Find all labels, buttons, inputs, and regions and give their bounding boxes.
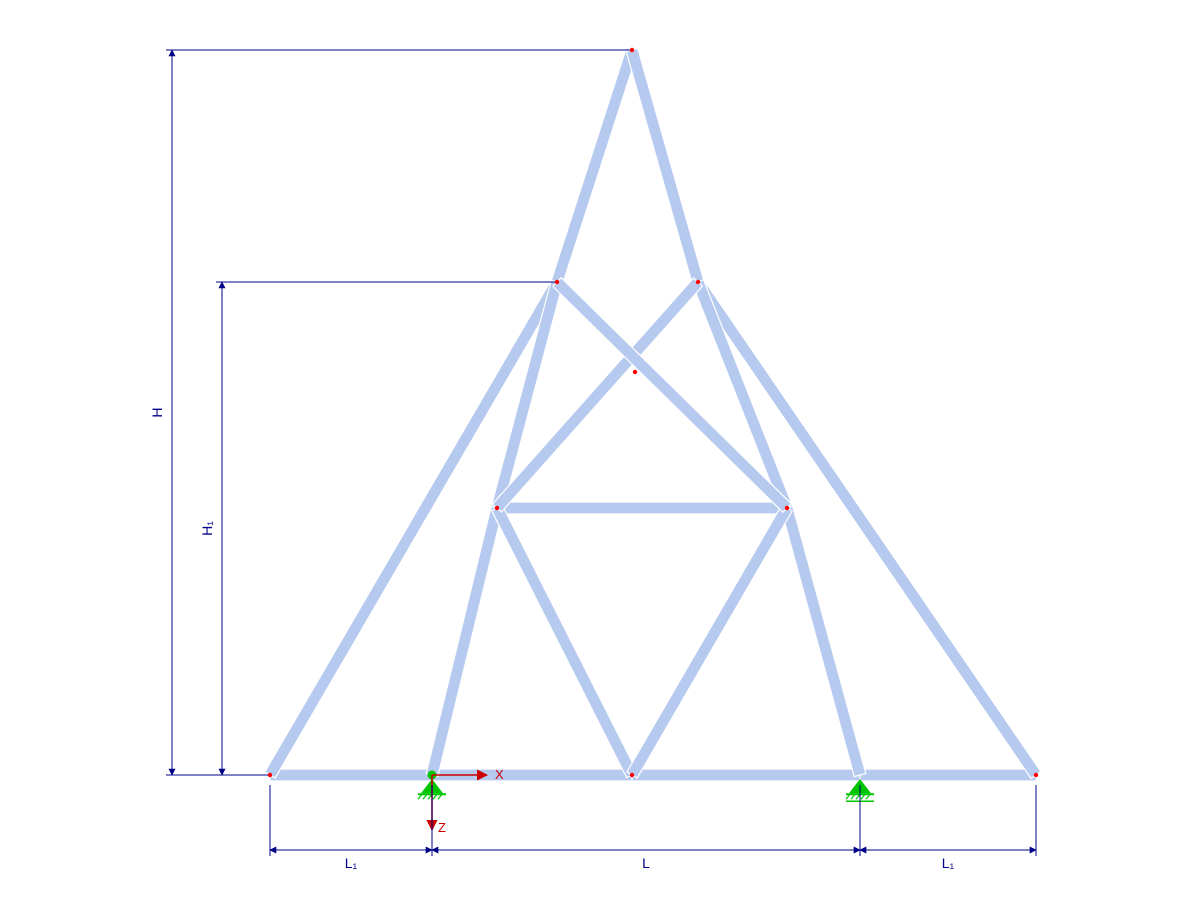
node-point [555,280,559,284]
node-point [495,506,499,510]
supports [418,779,874,801]
member [626,48,704,283]
member [627,505,792,778]
member [426,507,503,777]
member [265,279,562,778]
member [781,506,866,776]
node-point [633,370,637,374]
dimension-label: H₁ [199,521,215,536]
z-axis-label: Z [438,820,446,835]
nodes [268,48,1038,777]
dimension-label: L₁ [942,855,955,871]
member [492,505,638,777]
node-point [1034,773,1038,777]
node-point [696,280,700,284]
members [265,48,1041,781]
truss-diagram: X Z L₁ L L₁ H H₁ [0,0,1200,900]
node-point [785,506,789,510]
dimension-label: L₁ [345,855,358,871]
x-axis-label: X [495,767,504,782]
node-point [630,48,634,52]
member [551,48,637,284]
node-point [630,773,634,777]
dimension-label: H [149,407,165,417]
member [860,769,1036,781]
dimension-label: L [642,855,650,871]
member [693,279,1041,779]
member [270,769,432,781]
member [632,769,860,781]
member [497,502,787,514]
node-point [268,773,272,777]
